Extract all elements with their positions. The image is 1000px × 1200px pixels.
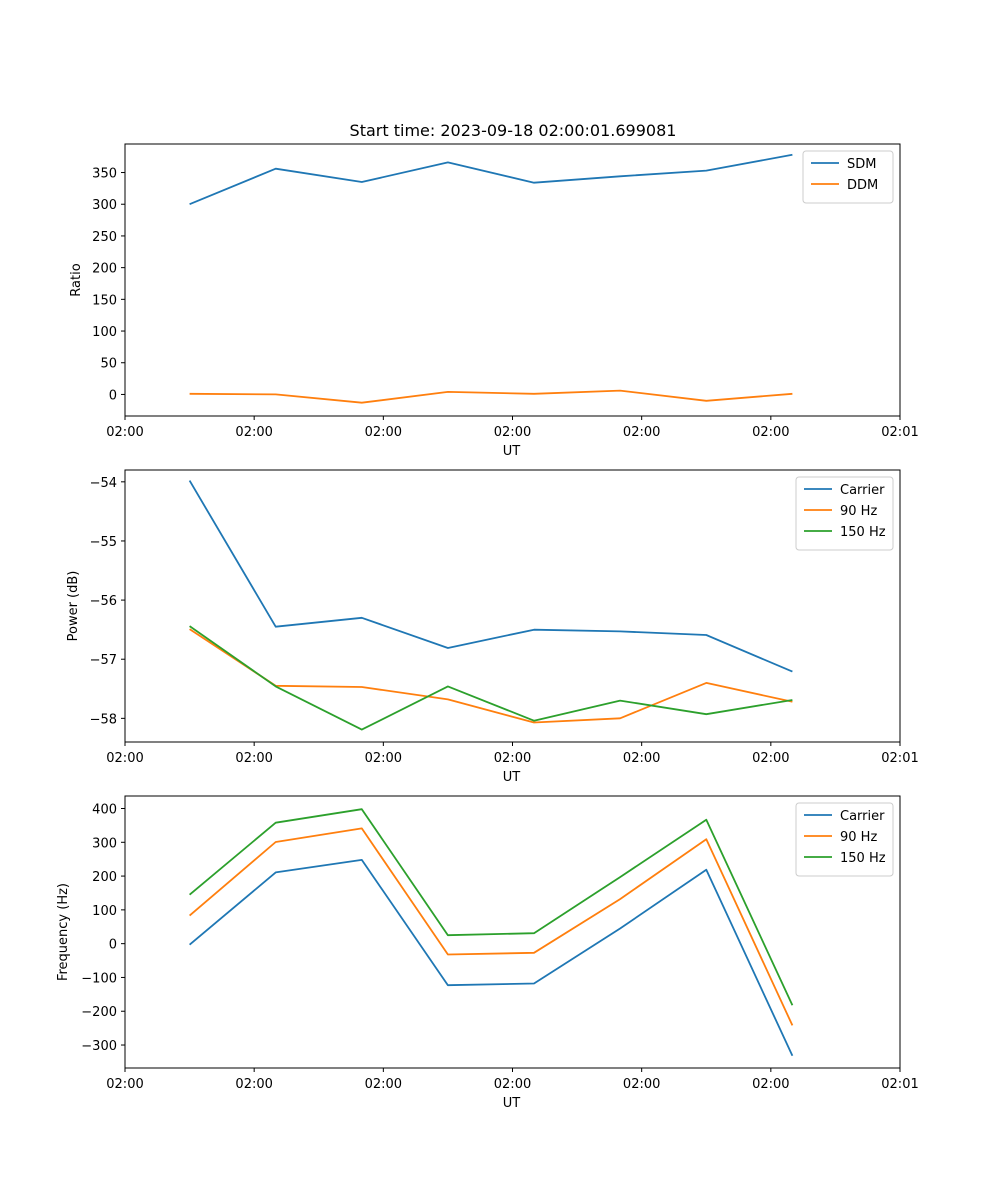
y-tick-label: 0 (109, 388, 117, 403)
x-tick-label: 02:00 (494, 751, 531, 766)
x-axis-label: UT (503, 1096, 521, 1111)
subplot-1: 02:00 02:00 02:00 02:00 02:00 02:00 02:01 0 50 10… (69, 143, 919, 459)
x-tick-label: 02:00 (106, 751, 143, 766)
legend: Carrier 90 Hz 150 Hz (795, 476, 894, 551)
figure-title: Start time: 2023-09-18 02:00:01.699081 (350, 121, 677, 140)
y-tick-label: 200 (92, 870, 117, 885)
series-line-150-hz (189, 625, 793, 731)
y-tick-label: 300 (92, 198, 117, 213)
x-axis-label: UT (503, 770, 521, 785)
legend-label: Carrier (840, 483, 885, 498)
legend-label: 90 Hz (840, 830, 877, 845)
series-line-carrier (188, 480, 793, 673)
subplot-2: 02:00 02:00 02:00 02:00 02:00 02:00 02:01 −58 −5… (66, 469, 919, 785)
y-axis-label: Frequency (Hz) (56, 883, 71, 981)
y-tick-label: 400 (92, 803, 117, 818)
y-axis-label: Power (dB) (66, 571, 81, 642)
series-line-90-hz (189, 827, 794, 1026)
x-tick-label: 02:00 (235, 1077, 272, 1092)
y-tick-label: 100 (92, 904, 117, 919)
legend: Carrier 90 Hz 150 Hz (795, 802, 894, 877)
series-line-150-hz (189, 808, 794, 1006)
y-tick-label: 350 (92, 167, 117, 182)
y-tick-label: 0 (109, 938, 117, 953)
subplot-group: 02:00 02:00 02:00 02:00 02:00 02:00 02:01 0 50 10… (56, 143, 919, 1111)
y-tick-label: 250 (92, 230, 117, 245)
x-tick-label: 02:00 (752, 751, 789, 766)
legend-label: Carrier (840, 809, 885, 824)
x-tick-label: 02:01 (881, 425, 918, 440)
x-tick-label: 02:01 (881, 751, 918, 766)
legend-box (802, 150, 894, 204)
y-axis-label: Ratio (69, 263, 84, 296)
y-tick-label: −300 (81, 1039, 117, 1054)
x-tick-label: 02:00 (623, 425, 660, 440)
x-tick-label: 02:00 (106, 425, 143, 440)
y-tick-label: 150 (92, 293, 117, 308)
legend-label: 150 Hz (840, 525, 886, 540)
x-tick-label: 02:00 (365, 425, 402, 440)
x-tick-label: 02:00 (106, 1077, 143, 1092)
legend-label: SDM (847, 157, 876, 172)
legend-label: 150 Hz (840, 851, 886, 866)
y-tick-label: 200 (92, 262, 117, 277)
x-tick-label: 02:01 (881, 1077, 918, 1092)
x-tick-label: 02:00 (365, 1077, 402, 1092)
x-tick-label: 02:00 (752, 1077, 789, 1092)
legend-label: DDM (847, 178, 878, 193)
subplot-3: 02:00 02:00 02:00 02:00 02:00 02:00 02:01 −300 −… (56, 795, 919, 1111)
series-line-90-hz (189, 628, 793, 724)
y-tick-label: 100 (92, 325, 117, 340)
y-tick-label: −100 (81, 971, 117, 986)
y-tick-label: −55 (90, 535, 117, 550)
x-tick-label: 02:00 (494, 1077, 531, 1092)
x-tick-label: 02:00 (235, 751, 272, 766)
legend: SDM DDM (802, 150, 894, 204)
y-tick-label: −58 (90, 712, 117, 727)
x-tick-label: 02:00 (365, 751, 402, 766)
x-tick-label: 02:00 (494, 425, 531, 440)
y-tick-label: −56 (90, 594, 117, 609)
series-line-sdm (189, 153, 793, 206)
y-tick-label: −54 (90, 476, 117, 491)
x-tick-label: 02:00 (752, 425, 789, 440)
y-tick-label: −57 (90, 653, 117, 668)
x-tick-label: 02:00 (235, 425, 272, 440)
series-line-ddm (189, 389, 793, 404)
y-tick-label: 300 (92, 836, 117, 851)
x-tick-label: 02:00 (623, 751, 660, 766)
y-tick-label: 50 (100, 357, 117, 372)
y-tick-label: −200 (81, 1005, 117, 1020)
x-axis-label: UT (503, 444, 521, 459)
x-tick-label: 02:00 (623, 1077, 660, 1092)
legend-label: 90 Hz (840, 504, 877, 519)
series-line-carrier (189, 859, 794, 1057)
